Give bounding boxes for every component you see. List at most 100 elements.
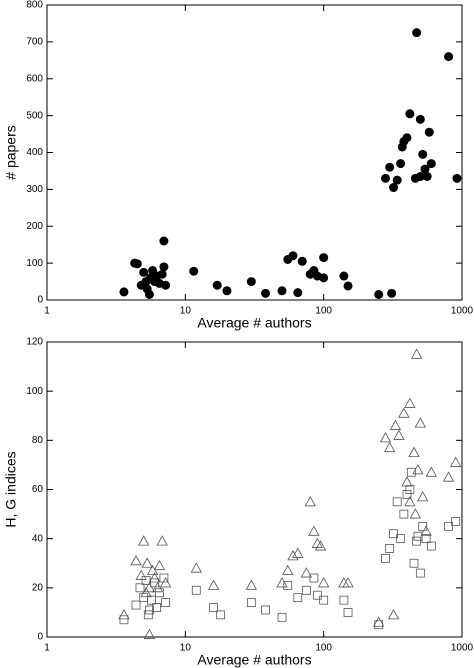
point xyxy=(159,236,169,246)
point xyxy=(141,576,151,585)
point xyxy=(381,173,391,183)
plot-frame xyxy=(46,341,463,638)
x-tick-label: 1000 xyxy=(451,643,474,654)
point xyxy=(409,508,422,519)
point xyxy=(155,588,164,598)
point xyxy=(139,267,149,277)
point xyxy=(189,266,199,276)
point xyxy=(132,259,142,269)
point xyxy=(309,573,319,583)
point xyxy=(343,608,353,617)
y-tick-label: 0 xyxy=(37,295,43,306)
point xyxy=(157,269,167,279)
point xyxy=(300,567,313,578)
x-axis-label: Average # authors xyxy=(197,652,311,668)
point xyxy=(314,540,327,551)
point xyxy=(191,585,201,595)
x-axis-label: Average # authors xyxy=(197,315,311,331)
point xyxy=(402,133,412,143)
point xyxy=(392,497,402,507)
point xyxy=(150,578,160,588)
point xyxy=(385,162,395,172)
y-tick-label: 40 xyxy=(32,533,44,544)
point xyxy=(143,610,153,620)
x-tick-label: 100 xyxy=(315,643,332,654)
point xyxy=(401,476,413,487)
point xyxy=(209,603,218,612)
point xyxy=(442,471,455,482)
point xyxy=(130,554,142,566)
point xyxy=(452,173,462,183)
point xyxy=(143,582,156,593)
point xyxy=(414,417,427,428)
point xyxy=(159,577,172,588)
point xyxy=(374,289,384,299)
y-tick-label: 0 xyxy=(37,632,43,643)
point xyxy=(287,550,299,561)
point xyxy=(373,616,385,627)
point xyxy=(339,595,349,605)
point xyxy=(319,595,329,605)
point xyxy=(161,280,171,290)
point xyxy=(161,598,170,607)
y-tick-label: 20 xyxy=(32,582,44,593)
point xyxy=(404,495,416,507)
point xyxy=(148,572,161,583)
point xyxy=(424,127,434,137)
point xyxy=(381,553,390,563)
x-tick-label: 100 xyxy=(315,306,332,317)
point xyxy=(282,564,294,576)
x-tick-label: 10 xyxy=(180,643,192,654)
point xyxy=(415,114,425,124)
point xyxy=(261,288,271,298)
point xyxy=(156,535,168,546)
point xyxy=(408,446,420,458)
y-tick-label: 100 xyxy=(26,386,43,397)
plot-frame xyxy=(46,4,463,301)
point xyxy=(246,598,256,607)
y-tick-label: 200 xyxy=(26,221,43,232)
point xyxy=(410,348,423,359)
point xyxy=(420,525,432,536)
point xyxy=(421,534,431,544)
point xyxy=(398,407,410,418)
point xyxy=(139,593,149,603)
point xyxy=(153,559,166,571)
y-tick-label: 500 xyxy=(26,110,43,121)
x-tick-label: 1000 xyxy=(451,306,474,317)
point xyxy=(343,281,353,291)
point xyxy=(389,419,402,430)
point xyxy=(412,464,424,475)
point xyxy=(216,610,226,620)
point xyxy=(415,171,425,181)
point xyxy=(293,288,303,298)
y-tick-label: 120 xyxy=(26,337,43,348)
point xyxy=(143,628,156,639)
point xyxy=(145,605,154,615)
point xyxy=(415,568,425,578)
y-tick-label: 700 xyxy=(26,37,43,48)
point xyxy=(207,579,220,590)
point xyxy=(317,577,330,588)
point xyxy=(449,456,462,467)
x-tick-label: 10 xyxy=(180,306,192,317)
point xyxy=(412,28,422,38)
point xyxy=(293,593,303,603)
point xyxy=(135,569,147,580)
point xyxy=(425,466,437,477)
point xyxy=(409,558,419,568)
point xyxy=(399,509,409,519)
point xyxy=(402,490,412,499)
point xyxy=(418,149,428,159)
point xyxy=(146,564,159,576)
point xyxy=(379,432,392,443)
point xyxy=(301,585,311,595)
point xyxy=(412,536,422,546)
point xyxy=(387,609,400,620)
point xyxy=(342,577,354,588)
point xyxy=(190,562,202,573)
point xyxy=(374,620,384,630)
point xyxy=(138,535,150,546)
point xyxy=(420,164,430,174)
